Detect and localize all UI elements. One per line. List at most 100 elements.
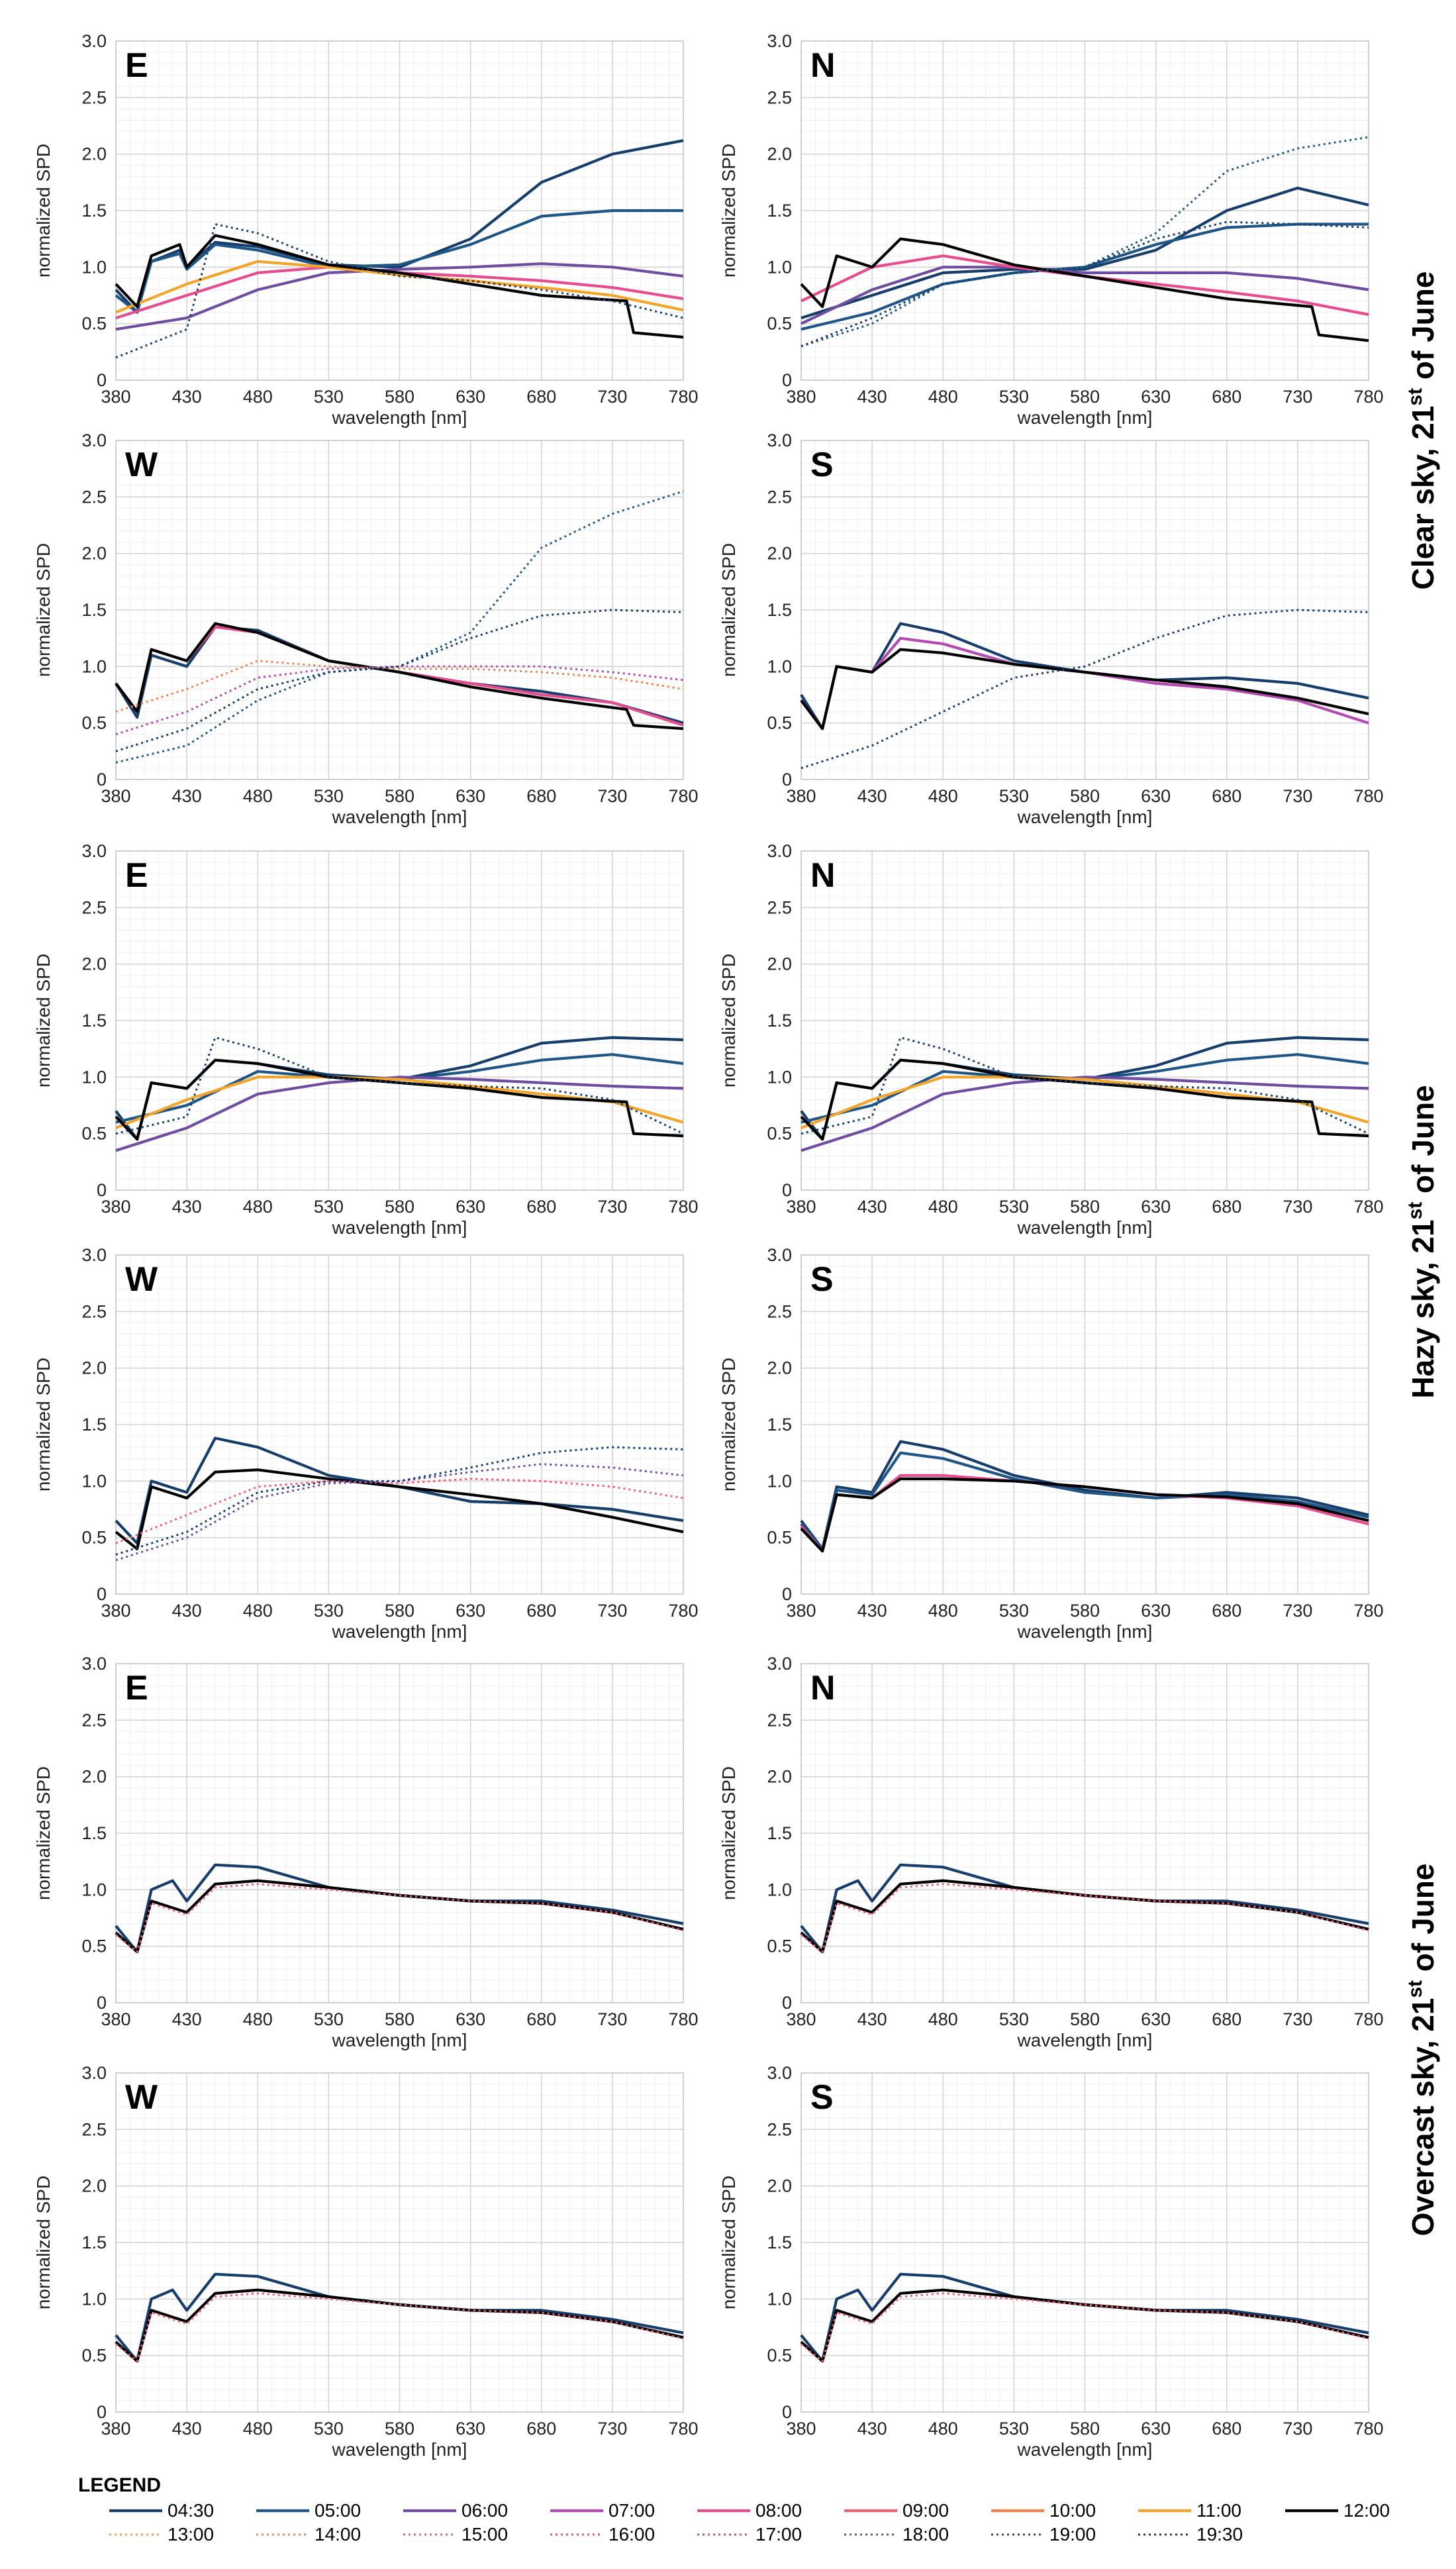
y-tick-label: 1.5 bbox=[767, 1415, 792, 1435]
x-tick-label: 680 bbox=[1212, 786, 1241, 806]
panel-label: N bbox=[810, 46, 836, 85]
y-axis-title: normalized SPD bbox=[718, 144, 739, 277]
series-line-1100 bbox=[115, 260, 684, 314]
series-line-1800 bbox=[115, 1463, 684, 1562]
x-tick-label: 730 bbox=[1283, 1601, 1312, 1621]
x-tick-label: 380 bbox=[101, 387, 130, 407]
x-tick-label: 430 bbox=[857, 1197, 887, 1217]
y-tick-label: 1.0 bbox=[81, 257, 107, 277]
x-tick-label: 580 bbox=[385, 1197, 414, 1217]
y-axis-title: normalized SPD bbox=[33, 144, 54, 277]
chart-overcast-W: 380 430 480 530 580 630 680 730 780 0 0.5 1.0 1.5 2.0… bbox=[33, 2063, 699, 2460]
y-tick-label: 1.5 bbox=[81, 1823, 107, 1843]
series-line-1930 bbox=[115, 1446, 684, 1556]
x-tick-label: 480 bbox=[243, 786, 273, 806]
x-tick-label: 480 bbox=[243, 2009, 273, 2029]
y-tick-label: 0 bbox=[782, 1180, 792, 1200]
x-tick-label: 780 bbox=[1353, 786, 1383, 806]
x-tick-label: 530 bbox=[999, 1197, 1029, 1217]
x-tick-label: 480 bbox=[928, 1601, 958, 1621]
x-tick-label: 580 bbox=[1070, 2009, 1100, 2029]
legend-label: 04:30 bbox=[168, 2500, 214, 2521]
y-tick-label: 2.0 bbox=[81, 2176, 107, 2196]
y-tick-label: 3.0 bbox=[81, 1654, 107, 1674]
chart-overcast-E: 380 430 480 530 580 630 680 730 780 0 0.5 1.0 1.5 2.0… bbox=[33, 1654, 699, 2050]
x-axis-title: wavelength [nm] bbox=[332, 407, 467, 428]
y-tick-label: 1.0 bbox=[81, 1471, 107, 1491]
plot-frame bbox=[115, 1663, 684, 2003]
y-tick-label: 1.0 bbox=[81, 656, 107, 676]
y-tick-label: 3.0 bbox=[81, 1245, 107, 1265]
x-tick-label: 680 bbox=[526, 1197, 556, 1217]
x-axis-title: wavelength [nm] bbox=[332, 807, 467, 827]
group-label-overcast: Overcast sky, 21st of June bbox=[1404, 1864, 1440, 2237]
legend: 04:30 05:00 06:00 07:00 08:00 09:00 10:00 11:00… bbox=[109, 2500, 1390, 2544]
plot-frame bbox=[801, 40, 1369, 381]
x-tick-label: 530 bbox=[999, 2009, 1029, 2029]
plot-frame bbox=[801, 1663, 1369, 2003]
y-tick-label: 0.5 bbox=[81, 713, 107, 733]
x-tick-label: 630 bbox=[1141, 2419, 1171, 2439]
x-tick-label: 730 bbox=[1283, 387, 1312, 407]
series-line-1930 bbox=[115, 609, 684, 752]
y-tick-label: 0.5 bbox=[767, 2346, 792, 2366]
y-tick-label: 0 bbox=[782, 1993, 792, 2013]
legend-label: 14:00 bbox=[315, 2524, 361, 2544]
series-line-1200 bbox=[800, 648, 1369, 730]
legend-item-1400: 14:00 bbox=[256, 2524, 361, 2544]
series-line-0600 bbox=[115, 1076, 684, 1152]
y-tick-label: 1.0 bbox=[81, 1880, 107, 1899]
y-tick-label: 0 bbox=[97, 370, 107, 390]
y-tick-label: 0 bbox=[782, 770, 792, 789]
series-line-0430 bbox=[115, 1863, 684, 1954]
y-tick-label: 0 bbox=[782, 2402, 792, 2422]
x-tick-label: 430 bbox=[172, 786, 202, 806]
x-tick-label: 430 bbox=[857, 1601, 887, 1621]
y-tick-label: 2.5 bbox=[767, 2119, 792, 2139]
y-tick-label: 2.5 bbox=[81, 897, 107, 917]
x-tick-label: 630 bbox=[1141, 2009, 1171, 2029]
x-tick-label: 730 bbox=[1283, 1197, 1312, 1217]
x-axis-title: wavelength [nm] bbox=[1017, 1621, 1153, 1642]
y-tick-label: 2.0 bbox=[81, 544, 107, 564]
x-tick-label: 730 bbox=[597, 2419, 627, 2439]
group-label-clear-text: Clear sky, 21 bbox=[1406, 406, 1440, 590]
plot-frame bbox=[801, 2072, 1369, 2413]
plot-frame bbox=[801, 850, 1369, 1191]
x-tick-label: 780 bbox=[1353, 1601, 1383, 1621]
group-label-clear-sup: st bbox=[1404, 388, 1426, 406]
x-tick-label: 780 bbox=[668, 1601, 698, 1621]
series-line-0600 bbox=[801, 1076, 1369, 1152]
x-tick-label: 530 bbox=[314, 387, 344, 407]
y-tick-label: 3.0 bbox=[81, 2063, 107, 2083]
group-label-overcast-text: Overcast sky, 21 bbox=[1406, 1998, 1440, 2237]
x-tick-label: 480 bbox=[928, 387, 958, 407]
y-axis-title: normalized SPD bbox=[718, 954, 739, 1087]
x-tick-label: 580 bbox=[1070, 2419, 1100, 2439]
series-line-1930 bbox=[801, 609, 1369, 770]
legend-item-0430: 04:30 bbox=[109, 2500, 214, 2521]
y-tick-label: 3.0 bbox=[767, 1245, 792, 1265]
x-tick-label: 480 bbox=[243, 1601, 273, 1621]
panels-group: 380 430 480 530 580 630 680 730 780 0 0.5 1.0 1.5 2.0… bbox=[33, 31, 1384, 2460]
x-tick-label: 630 bbox=[1141, 786, 1171, 806]
x-tick-label: 630 bbox=[456, 1601, 485, 1621]
x-tick-label: 730 bbox=[1283, 2009, 1312, 2029]
x-tick-label: 730 bbox=[597, 2009, 627, 2029]
plot-frame bbox=[115, 1254, 684, 1595]
x-tick-label: 780 bbox=[668, 1197, 698, 1217]
y-axis-title: normalized SPD bbox=[718, 1358, 739, 1491]
x-tick-label: 480 bbox=[928, 786, 958, 806]
x-tick-label: 430 bbox=[857, 786, 887, 806]
x-tick-label: 730 bbox=[1283, 786, 1312, 806]
plot-frame bbox=[115, 2072, 684, 2413]
y-axis-title: normalized SPD bbox=[33, 543, 54, 677]
plot-frame bbox=[115, 440, 684, 780]
y-tick-label: 0 bbox=[97, 1993, 107, 2013]
legend-label: 16:00 bbox=[608, 2524, 655, 2544]
x-tick-label: 480 bbox=[928, 2419, 958, 2439]
series-line-0430 bbox=[801, 186, 1369, 320]
y-tick-label: 1.0 bbox=[767, 656, 792, 676]
x-tick-label: 430 bbox=[857, 2009, 887, 2029]
y-tick-label: 1.5 bbox=[81, 201, 107, 221]
